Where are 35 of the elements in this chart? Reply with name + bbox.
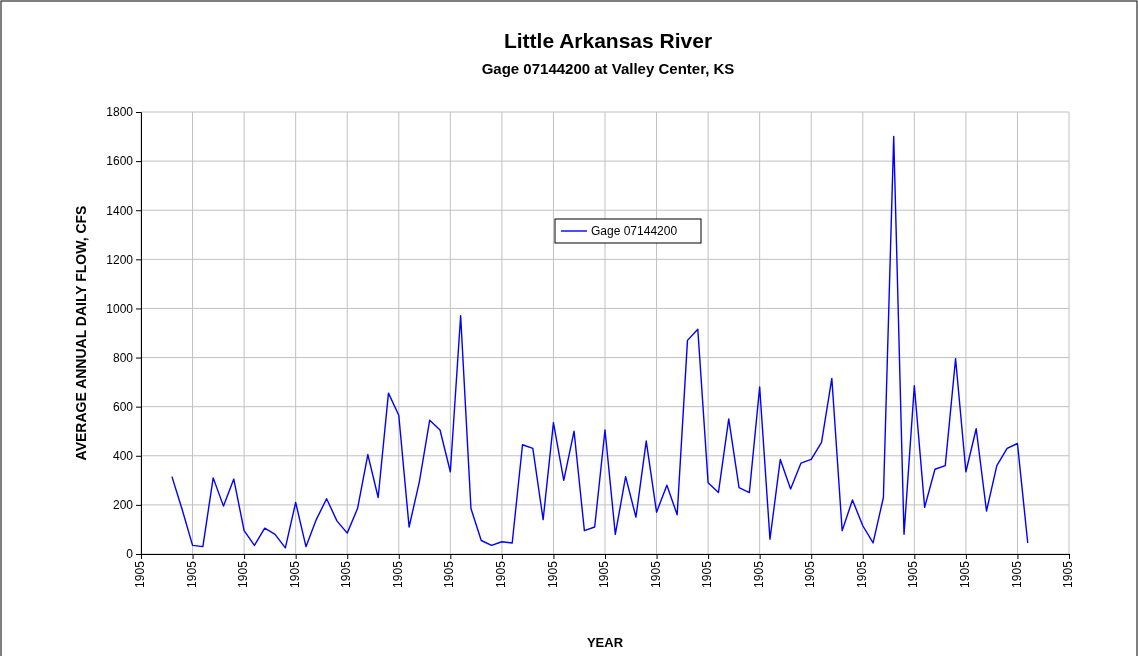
x-tick-label: 1905	[493, 560, 508, 588]
x-tick-label: 1905	[390, 560, 405, 588]
x-tick-label: 1905	[339, 560, 354, 588]
y-tick-label: 800	[112, 350, 134, 365]
y-tick-label: 1000	[106, 301, 134, 316]
x-tick-label: 1905	[803, 560, 818, 588]
x-tick-label: 1905	[648, 560, 663, 588]
y-tick-label: 600	[112, 400, 134, 415]
line-series	[171, 135, 1029, 549]
y-tick-label: 1200	[106, 252, 134, 267]
y-tick-label: 1600	[106, 154, 134, 169]
x-tick-label: 1905	[597, 560, 612, 588]
chart-subtitle: Gage 07144200 at Valley Center, KS	[481, 60, 735, 77]
y-tick-label: 0	[126, 547, 134, 562]
x-tick-label: 1905	[1009, 560, 1024, 588]
y-tick-label: 1800	[106, 105, 134, 120]
x-tick-label: 1905	[957, 560, 972, 588]
x-tick-label: 1905	[751, 560, 766, 588]
y-tick-label: 200	[112, 498, 134, 513]
y-tick-label: 400	[112, 449, 134, 464]
y-tick-label: 1400	[106, 203, 134, 218]
x-tick-label: 1905	[287, 560, 302, 588]
x-tick-label: 1905	[906, 560, 921, 588]
x-tick-label: 1905	[184, 560, 199, 588]
x-tick-label: 1905	[545, 560, 560, 588]
chart-title: Little Arkansas River	[503, 29, 713, 52]
x-tick-label: 1905	[442, 560, 457, 588]
x-tick-label: 1905	[854, 560, 869, 588]
y-axis-title: AVERAGE ANNUAL DAILY FLOW, CFS	[73, 205, 89, 461]
x-axis-title: YEAR	[586, 635, 624, 650]
x-tick-label: 1905	[700, 560, 715, 588]
legend-label: Gage 07144200	[591, 224, 678, 238]
x-tick-label: 1905	[236, 560, 251, 588]
x-tick-label: 1905	[1061, 560, 1076, 588]
x-tick-label: 1905	[133, 560, 148, 588]
